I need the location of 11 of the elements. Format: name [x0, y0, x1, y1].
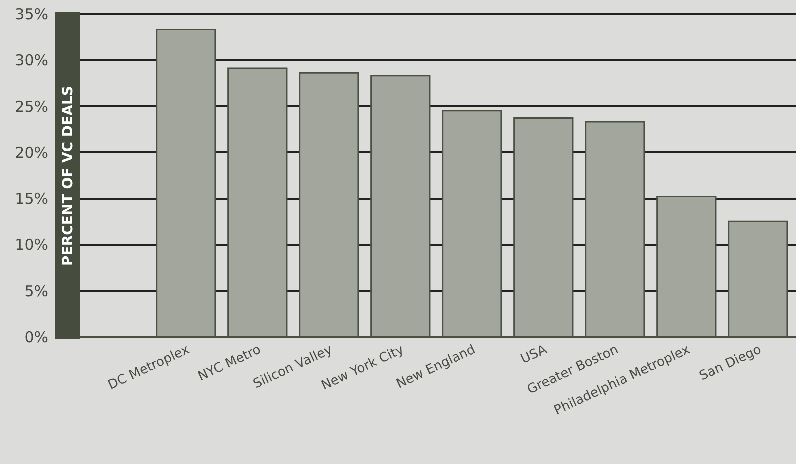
y-tick-label: 25%	[15, 98, 48, 116]
y-tick-label: 30%	[15, 52, 48, 70]
x-tick-label: San Diego	[698, 342, 764, 384]
y-tick-label: 20%	[15, 144, 48, 162]
y-tick-label: 10%	[15, 236, 48, 254]
y-axis-title: PERCENT OF VC DEALS	[60, 86, 76, 266]
x-tick-label: USA	[518, 342, 550, 368]
y-tick-label: 15%	[15, 190, 48, 208]
y-tick-label: 0%	[24, 328, 48, 346]
y-tick-label: 35%	[15, 6, 48, 24]
y-tick-label: 5%	[24, 282, 48, 300]
